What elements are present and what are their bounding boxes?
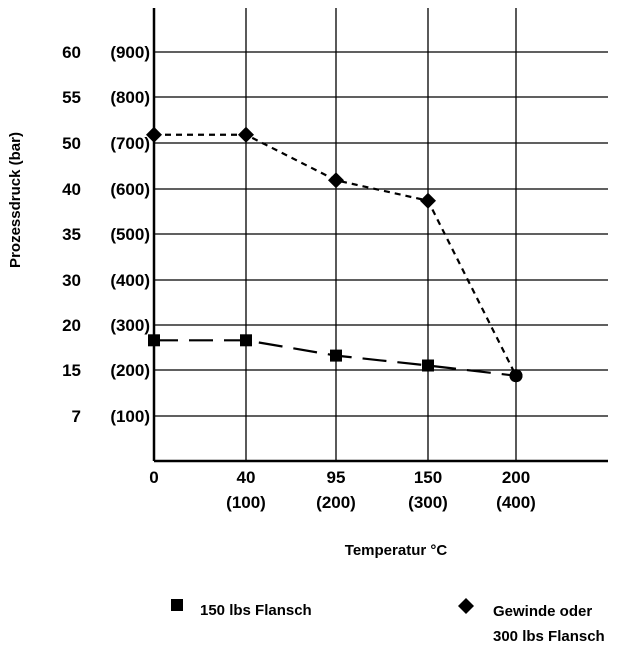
data-point-diamond — [238, 126, 254, 143]
y-axis-label: Prozessdruck (bar) — [7, 132, 24, 268]
y-tick-sublabel: (400) — [110, 271, 150, 290]
legend-square-icon — [171, 599, 183, 611]
y-tick-sublabel: (500) — [110, 225, 150, 244]
y-tick-sublabel: (200) — [110, 361, 150, 380]
data-point-diamond — [146, 126, 162, 143]
y-tick-sublabel: (600) — [110, 180, 150, 199]
x-tick-label: 0 — [149, 468, 158, 487]
y-tick-label: 20 — [62, 316, 81, 335]
legend-diamond-icon — [458, 598, 474, 614]
y-tick-label: 30 — [62, 271, 81, 290]
legend-label: 300 lbs Flansch — [493, 628, 605, 645]
x-tick-sublabel: (300) — [408, 493, 448, 512]
series-layer — [146, 126, 523, 383]
data-point-square — [148, 334, 160, 347]
legend: 150 lbs Flansch Gewinde oder 300 lbs Flans… — [171, 598, 605, 645]
x-axis-ticks: 0 40 (100) 95 (200) 150 (300) 200 (400) — [149, 468, 536, 512]
grid — [154, 8, 608, 461]
y-tick-sublabel: (100) — [110, 407, 150, 426]
y-tick-label: 55 — [62, 88, 81, 107]
x-tick-sublabel: (200) — [316, 493, 356, 512]
y-tick-label: 15 — [62, 361, 81, 380]
y-tick-sublabel: (800) — [110, 88, 150, 107]
x-axis-label: Temperatur °C — [345, 542, 448, 559]
legend-label: 150 lbs Flansch — [200, 602, 312, 619]
y-tick-sublabel: (300) — [110, 316, 150, 335]
data-point-circle — [509, 369, 523, 383]
x-tick-label: 40 — [237, 468, 256, 487]
x-tick-sublabel: (100) — [226, 493, 266, 512]
y-tick-label: 35 — [62, 225, 81, 244]
x-tick-sublabel: (400) — [496, 493, 536, 512]
y-tick-label: 60 — [62, 43, 81, 62]
y-tick-sublabel: (900) — [110, 43, 150, 62]
y-tick-sublabel: (700) — [110, 134, 150, 153]
x-tick-label: 150 — [414, 468, 442, 487]
axes — [152, 8, 608, 463]
y-axis-ticks: 7 (100) 15 (200) 20 (300) 30 (400) 35 (500) 40 (600… — [62, 43, 150, 426]
data-point-diamond — [328, 172, 344, 189]
data-point-square — [240, 334, 252, 347]
x-tick-label: 95 — [327, 468, 346, 487]
y-tick-label: 40 — [62, 180, 81, 199]
y-tick-label: 7 — [72, 407, 81, 426]
data-point-diamond — [420, 192, 436, 209]
legend-label: Gewinde oder — [493, 603, 592, 620]
x-tick-label: 200 — [502, 468, 530, 487]
data-point-square — [330, 349, 342, 362]
y-tick-label: 50 — [62, 134, 81, 153]
data-point-square — [422, 359, 434, 372]
